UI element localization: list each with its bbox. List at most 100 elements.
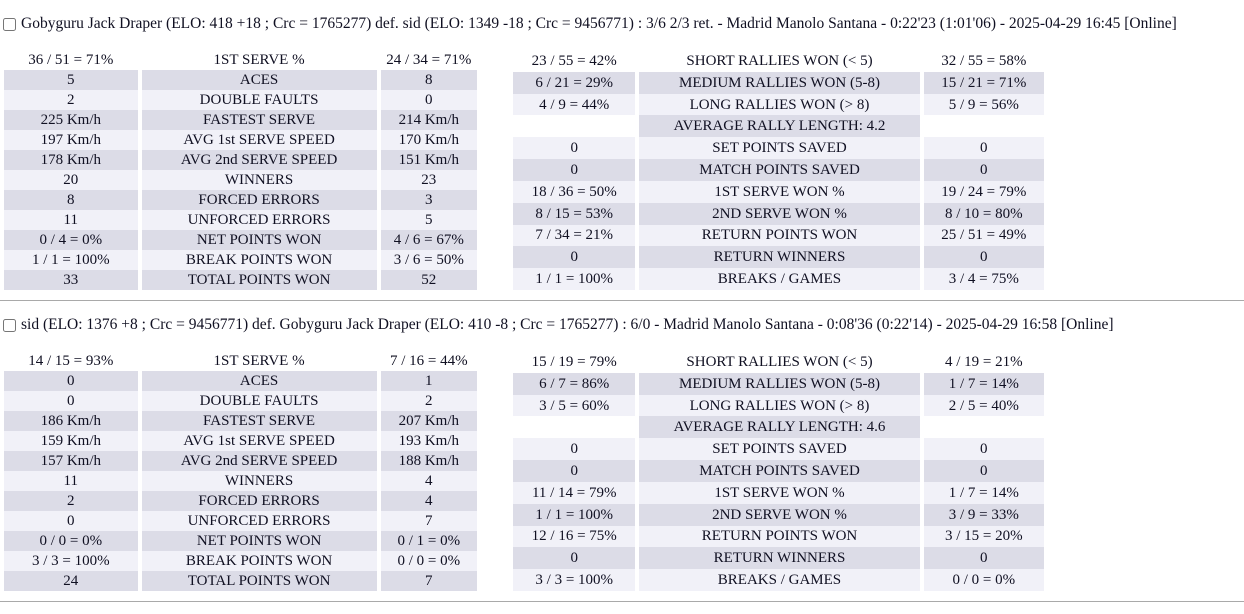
stat-value-p1: 18 / 36 = 50%: [513, 180, 636, 203]
stat-label: RETURN POINTS WON: [639, 525, 920, 548]
table-row: AVERAGE RALLY LENGTH: 4.2: [513, 115, 1044, 138]
stat-label: RETURN POINTS WON: [639, 224, 920, 247]
stat-value-p1: 6 / 7 = 86%: [513, 372, 636, 395]
stat-value-p1: 178 Km/h: [4, 150, 138, 170]
table-row: 14 / 15 = 93% 1ST SERVE % 7 / 16 = 44%: [4, 351, 477, 371]
table-row: 0 RETURN WINNERS 0: [513, 246, 1044, 269]
stat-label: 1ST SERVE %: [141, 50, 377, 70]
stat-label: RETURN WINNERS: [639, 246, 920, 269]
stat-label: TOTAL POINTS WON: [141, 571, 377, 591]
stat-value-p2: 1 / 7 = 14%: [923, 481, 1044, 504]
stat-value-p1: 186 Km/h: [4, 411, 138, 431]
stat-label: SHORT RALLIES WON (< 5): [639, 351, 920, 373]
table-row: 0 ACES 1: [4, 371, 477, 391]
stat-value-p1: 1 / 1 = 100%: [513, 268, 636, 290]
stat-value-p1: 2: [4, 90, 138, 110]
stat-value-p2: 3: [380, 190, 477, 210]
stat-value-p1: 0: [4, 391, 138, 411]
table-row: 1 / 1 = 100% BREAK POINTS WON 3 / 6 = 50%: [4, 250, 477, 270]
stat-value-p1: 11: [4, 471, 138, 491]
table-row: 36 / 51 = 71% 1ST SERVE % 24 / 34 = 71%: [4, 50, 477, 70]
stat-value-p2: 0 / 0 = 0%: [380, 551, 477, 571]
stat-value-p2: 0: [923, 547, 1044, 570]
stat-label: UNFORCED ERRORS: [141, 511, 377, 531]
table-row: 11 WINNERS 4: [4, 471, 477, 491]
stat-label: MATCH POINTS SAVED: [639, 460, 920, 482]
table-row: 7 / 34 = 21% RETURN POINTS WON 25 / 51 = 4…: [513, 224, 1044, 247]
stat-value-p1: 0: [513, 460, 636, 482]
stat-value-p2: 0: [380, 90, 477, 110]
stats-tables-row: 14 / 15 = 93% 1ST SERVE % 7 / 16 = 44% 0 ACE…: [0, 351, 1244, 591]
stat-label: LONG RALLIES WON (> 8): [639, 394, 920, 417]
stat-value-p2: 1 / 7 = 14%: [923, 372, 1044, 395]
stat-value-p2: 0: [923, 438, 1044, 461]
stat-value-p1: 15 / 19 = 79%: [513, 351, 636, 373]
stat-value-p2: 32 / 55 = 58%: [923, 50, 1044, 72]
stat-value-p2: 4 / 19 = 21%: [923, 351, 1044, 373]
table-row: 33 TOTAL POINTS WON 52: [4, 270, 477, 290]
table-row: 3 / 3 = 100% BREAKS / GAMES 0 / 0 = 0%: [513, 569, 1044, 591]
stat-value-p1: 33: [4, 270, 138, 290]
table-row: 15 / 19 = 79% SHORT RALLIES WON (< 5) 4 / …: [513, 351, 1044, 373]
table-row: 18 / 36 = 50% 1ST SERVE WON % 19 / 24 = 79…: [513, 180, 1044, 203]
table-row: 0 RETURN WINNERS 0: [513, 547, 1044, 570]
stat-value-p1: 8 / 15 = 53%: [513, 202, 636, 225]
table-row: 0 MATCH POINTS SAVED 0: [513, 159, 1044, 181]
stat-value-p1: 5: [4, 70, 138, 90]
stat-value-p1: 1 / 1 = 100%: [4, 250, 138, 270]
stat-label: 2ND SERVE WON %: [639, 503, 920, 526]
match-result-header: sid (ELO: 1376 +8 ; Crc = 9456771) def. …: [3, 315, 1244, 335]
match-block-2: sid (ELO: 1376 +8 ; Crc = 9456771) def. …: [0, 315, 1244, 602]
rally-stats-table: 23 / 55 = 42% SHORT RALLIES WON (< 5) 32 /…: [509, 50, 1048, 290]
stats-tables-row: 36 / 51 = 71% 1ST SERVE % 24 / 34 = 71% 5 AC…: [0, 50, 1244, 290]
stat-value-p2: 3 / 6 = 50%: [380, 250, 477, 270]
stat-label: UNFORCED ERRORS: [141, 210, 377, 230]
table-row: 20 WINNERS 23: [4, 170, 477, 190]
stat-value-p2: 24 / 34 = 71%: [380, 50, 477, 70]
stat-label: LONG RALLIES WON (> 8): [639, 93, 920, 116]
serve-stats-table: 14 / 15 = 93% 1ST SERVE % 7 / 16 = 44% 0 ACE…: [0, 351, 481, 591]
stat-value-p2: 207 Km/h: [380, 411, 477, 431]
match-select-checkbox[interactable]: [3, 17, 16, 31]
match-select-checkbox[interactable]: [3, 318, 16, 332]
stat-value-p2: 0: [923, 246, 1044, 269]
stat-value-p2: 0 / 0 = 0%: [923, 569, 1044, 591]
stat-value-p2: 1: [380, 371, 477, 391]
stat-value-p2: 3 / 15 = 20%: [923, 525, 1044, 548]
stat-value-p2: 193 Km/h: [380, 431, 477, 451]
stat-label: SET POINTS SAVED: [639, 137, 920, 160]
stat-value-p1: 3 / 3 = 100%: [4, 551, 138, 571]
match-result-header: Gobyguru Jack Draper (ELO: 418 +18 ; Crc…: [3, 14, 1244, 34]
table-row: 11 UNFORCED ERRORS 5: [4, 210, 477, 230]
stat-label: WINNERS: [141, 170, 377, 190]
stat-value-p1: 2: [4, 491, 138, 511]
table-row: 0 DOUBLE FAULTS 2: [4, 391, 477, 411]
stat-value-p2: 2: [380, 391, 477, 411]
stat-label: WINNERS: [141, 471, 377, 491]
stat-value-p2: [924, 416, 1044, 438]
stat-value-p1: 197 Km/h: [4, 130, 138, 150]
table-row: 6 / 7 = 86% MEDIUM RALLIES WON (5-8) 1 / 7…: [513, 372, 1044, 395]
table-row: 3 / 5 = 60% LONG RALLIES WON (> 8) 2 / 5 =…: [513, 394, 1044, 417]
table-row: 1 / 1 = 100% 2ND SERVE WON % 3 / 9 = 33%: [513, 503, 1044, 526]
stat-value-p1: 0: [513, 438, 636, 461]
stat-value-p2: 170 Km/h: [380, 130, 477, 150]
stat-label: MATCH POINTS SAVED: [639, 159, 920, 181]
table-row: 4 / 9 = 44% LONG RALLIES WON (> 8) 5 / 9 =…: [513, 93, 1044, 116]
stat-value-p2: 5 / 9 = 56%: [923, 93, 1044, 116]
stat-label: AVERAGE RALLY LENGTH: 4.2: [639, 115, 920, 138]
stat-value-p1: 3 / 3 = 100%: [513, 569, 636, 591]
stat-label: NET POINTS WON: [141, 230, 377, 250]
table-row: 2 FORCED ERRORS 4: [4, 491, 477, 511]
stat-value-p2: 188 Km/h: [380, 451, 477, 471]
stat-value-p2: 4: [380, 471, 477, 491]
table-row: 1 / 1 = 100% BREAKS / GAMES 3 / 4 = 75%: [513, 268, 1044, 290]
stat-label: 1ST SERVE %: [141, 351, 377, 371]
match-result-text: sid (ELO: 1376 +8 ; Crc = 9456771) def. …: [21, 316, 1114, 333]
table-row: 0 SET POINTS SAVED 0: [513, 438, 1044, 461]
stat-value-p1: 36 / 51 = 71%: [4, 50, 138, 70]
stat-value-p2: 25 / 51 = 49%: [923, 224, 1044, 247]
stat-value-p1: 0 / 4 = 0%: [4, 230, 138, 250]
stat-value-p2: 5: [380, 210, 477, 230]
stat-label: FORCED ERRORS: [141, 491, 377, 511]
